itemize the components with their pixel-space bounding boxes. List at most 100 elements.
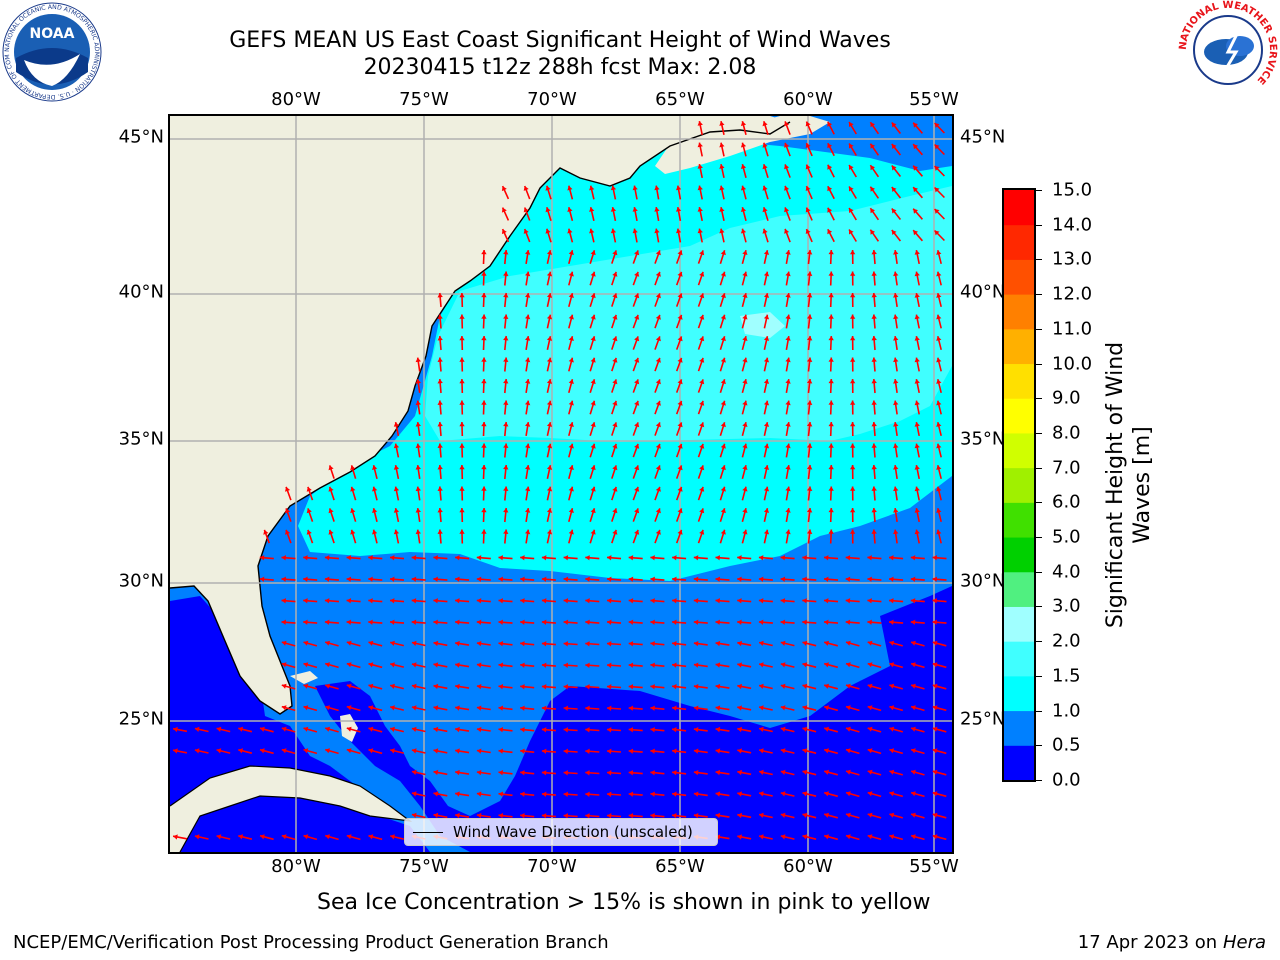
wave-arrow-head [867,683,873,689]
wave-arrow-head [481,336,487,341]
wave-arrow-head [742,293,748,298]
wave-arrow-head [563,727,568,733]
colorbar-swatch [1004,363,1034,399]
wave-arrow-head [677,508,683,514]
wave-arrow-head [699,336,705,342]
wave-arrow-head [720,486,726,492]
wave-arrow-head [827,164,833,170]
wave-arrow-head [628,684,634,690]
wave-arrow-head [590,379,596,385]
wave-arrow-head [846,791,851,797]
wave-arrow-head [936,400,942,406]
wave-arrow-head [889,834,895,840]
wave-arrow-head [871,486,877,491]
wave-arrow-head [612,508,618,514]
wave-arrow-head [541,576,547,582]
wave-arrow-head [563,598,569,604]
wave-arrow-head [459,422,465,427]
colorbar-tick-mark [1036,224,1042,226]
wave-arrow-head [715,555,720,561]
wave-arrow-head [393,529,400,535]
wave-arrow-head [628,662,634,668]
wave-arrow-head [563,770,568,776]
wave-arrow-head [870,186,875,192]
wave-arrow-head [802,640,808,646]
wave-arrow-head [893,314,899,320]
colorbar-tick-label: 15.0 [1052,179,1093,201]
wave-arrow-head [568,293,574,298]
wave-arrow-head [780,576,786,582]
wave-arrow-head [759,769,764,775]
wave-arrow-head [742,250,748,255]
wave-arrow-head [173,726,178,733]
wave-arrow-head [914,508,920,513]
wave-arrow-head [303,683,309,689]
wave-arrow-head [676,185,682,191]
colorbar-tick-label: 1.5 [1052,665,1081,687]
wave-arrow-head [759,726,764,732]
wave-arrow-head [563,748,568,754]
wave-arrow-head [437,422,443,427]
colorbar-swatch [1004,641,1034,677]
wave-arrow-head [346,748,352,754]
wave-arrow-head [914,443,920,449]
lat-tick-right: 30°N [960,570,1006,592]
wave-arrow-head [889,769,895,775]
wave-arrow-head [173,748,178,754]
wave-arrow-head [459,357,465,362]
wave-arrow-head [634,250,640,256]
wave-arrow-head [805,121,811,127]
lon-tick-top: 55°W [909,89,959,110]
wave-arrow-head [655,400,661,406]
footer-date: 17 Apr 2023 on Hera [1077,932,1266,953]
wave-arrow-head [628,727,634,733]
wave-arrow-head [411,748,417,754]
wave-arrow-head [936,293,942,298]
wave-arrow-head [720,357,726,363]
wave-arrow-head [368,640,374,646]
wave-arrow-head [911,683,916,689]
wave-arrow-head [893,508,899,513]
wave-arrow-head [867,598,872,604]
wave-arrow-head [672,748,677,754]
wave-arrow-head [612,271,618,277]
wave-arrow-head [481,314,487,319]
wave-arrow-head [476,619,482,625]
wave-arrow-head [390,640,395,646]
wave-arrow-head [525,379,531,384]
lat-tick-right: 40°N [960,281,1006,303]
lon-tick-top: 65°W [655,89,705,110]
wave-arrow-head [433,640,439,647]
wave-arrow-head [590,422,596,428]
wave-arrow-head [806,250,813,255]
wave-arrow-head [628,598,634,604]
wave-arrow-head [742,314,748,320]
wave-arrow-head [303,555,308,561]
wave-arrow-head [699,400,705,406]
wave-arrow-head [889,619,894,625]
wave-arrow-head [719,142,725,148]
wave-arrow-head [525,250,531,255]
wave-arrow-head [476,813,482,819]
wave-arrow-head [934,187,940,193]
wave-arrow-head [503,422,509,427]
wave-arrow-head [936,486,942,492]
wave-arrow-head [459,336,465,341]
wave-arrow-head [850,271,856,276]
wave-arrow-head [785,250,791,255]
wave-arrow-head [520,619,525,625]
wave-arrow-head [476,770,482,776]
wave-arrow-head [563,555,569,561]
wave-arrow-head [737,555,742,561]
wave-arrow-head [411,769,417,775]
wave-arrow-head [433,619,438,625]
wave-arrow-head [346,576,352,582]
wave-arrow-head [481,486,487,491]
wave-arrow-head [824,683,829,689]
wave-arrow-head [476,555,482,561]
wave-arrow-head [503,271,509,276]
wave-arrow-head [628,641,634,647]
wave-arrow-head [758,576,764,582]
nws-logo: NATIONAL WEATHER SERVICE [1178,0,1278,99]
wave-arrow-head [867,726,873,732]
